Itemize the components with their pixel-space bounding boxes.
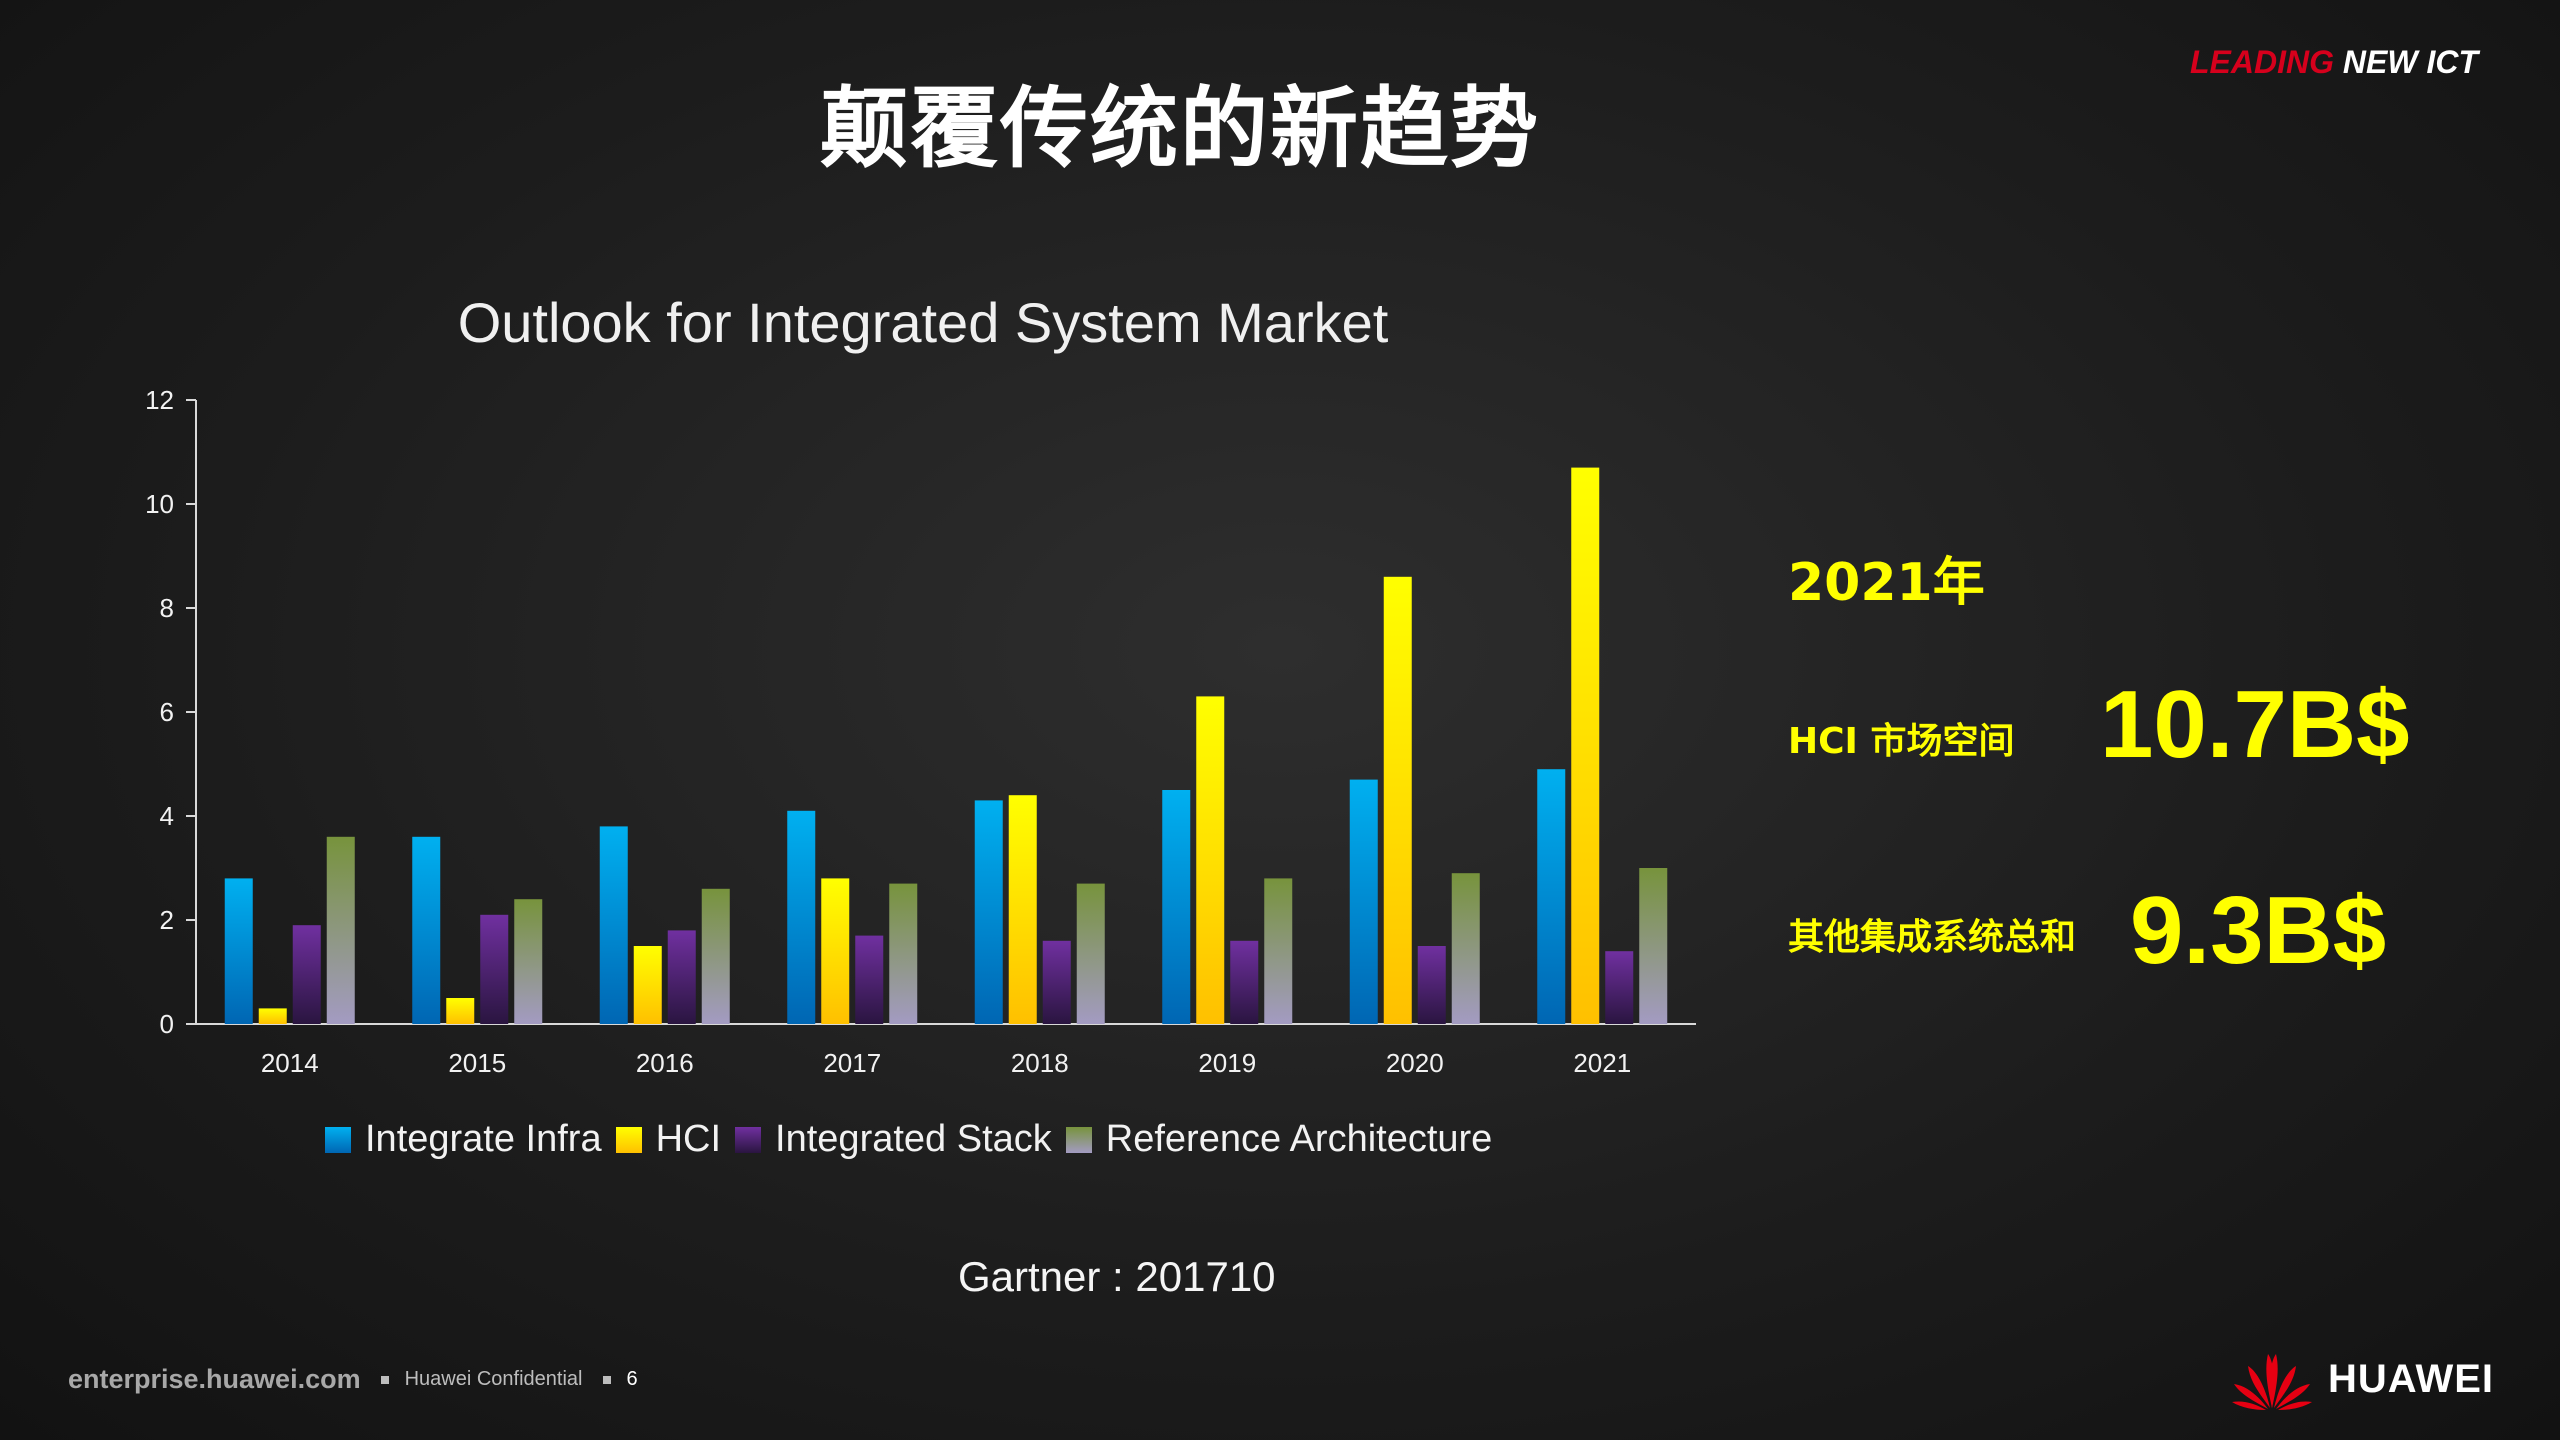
bar-reference-architecture-2016 bbox=[701, 888, 730, 1024]
legend-swatch bbox=[325, 1126, 351, 1153]
x-tick-label: 2020 bbox=[1386, 1048, 1444, 1078]
bar-reference-architecture-2017 bbox=[889, 883, 918, 1024]
tagline-new-ict: NEW ICT bbox=[2334, 44, 2478, 80]
legend-swatch bbox=[1065, 1126, 1092, 1153]
bar-integrated-stack-2016 bbox=[667, 930, 696, 1024]
hci-market-value: 10.7B$ bbox=[2100, 671, 2410, 778]
bar-hci-2015 bbox=[446, 998, 475, 1024]
legend-item-integrated-stack: Integrated Stack bbox=[735, 1118, 1052, 1161]
bar-integrate-infra-2020 bbox=[1349, 779, 1378, 1024]
huawei-petal-logo-icon bbox=[2232, 1354, 2312, 1410]
bar-integrated-stack-2014 bbox=[292, 925, 321, 1024]
bar-reference-architecture-2019 bbox=[1264, 878, 1293, 1024]
brand-name: HUAWEI bbox=[2328, 1356, 2494, 1401]
footer-domain: enterprise.huawei.com bbox=[68, 1364, 361, 1394]
other-systems-value: 9.3B$ bbox=[2130, 877, 2387, 984]
y-tick-label: 6 bbox=[160, 697, 174, 727]
bar-integrate-infra-2018 bbox=[974, 800, 1003, 1024]
y-tick-label: 4 bbox=[160, 801, 174, 831]
footer: enterprise.huawei.com Huawei Confidentia… bbox=[68, 1364, 638, 1395]
y-tick-label: 12 bbox=[145, 385, 174, 415]
y-tick-label: 2 bbox=[160, 905, 174, 935]
x-tick-label: 2015 bbox=[448, 1048, 506, 1078]
bar-reference-architecture-2015 bbox=[514, 899, 543, 1024]
bar-integrated-stack-2018 bbox=[1042, 940, 1071, 1024]
other-systems-label: 其他集成系统总和 bbox=[1788, 917, 2077, 958]
legend-swatch bbox=[615, 1126, 642, 1153]
chart-labels: 0 2 4 6 8 10 12 2014 2015 2016 2017 2018 2019 2020 202… bbox=[145, 385, 1631, 1078]
chart-legend: Integrate Infra HCI Integrated Stack Ref… bbox=[325, 1118, 1506, 1161]
bar-integrate-infra-2019 bbox=[1162, 790, 1191, 1024]
x-tick-label: 2016 bbox=[636, 1048, 694, 1078]
legend-label: Integrated Stack bbox=[775, 1118, 1052, 1160]
bar-hci-2016 bbox=[633, 946, 662, 1024]
tagline: LEADING NEW ICT bbox=[2190, 44, 2478, 81]
bar-integrate-infra-2021 bbox=[1537, 769, 1566, 1024]
bar-integrate-infra-2014 bbox=[224, 878, 253, 1024]
bar-integrate-infra-2017 bbox=[787, 810, 816, 1024]
bar-reference-architecture-2014 bbox=[326, 836, 355, 1024]
bar-hci-2014 bbox=[258, 1008, 287, 1024]
x-tick-label: 2014 bbox=[261, 1048, 319, 1078]
x-tick-label: 2017 bbox=[823, 1048, 881, 1078]
chart-bars bbox=[224, 467, 1668, 1025]
x-tick-label: 2018 bbox=[1011, 1048, 1069, 1078]
footer-separator bbox=[380, 1375, 389, 1384]
footer-confidential: Huawei Confidential bbox=[404, 1368, 583, 1390]
bar-integrated-stack-2020 bbox=[1417, 946, 1446, 1024]
slide-title: 颠覆传统的新趋势 bbox=[819, 77, 1540, 180]
x-tick-label: 2019 bbox=[1198, 1048, 1256, 1078]
bar-integrated-stack-2015 bbox=[480, 914, 509, 1024]
chart-axes bbox=[186, 399, 1696, 1025]
legend-label: Integrate Infra bbox=[365, 1118, 602, 1160]
x-tick-label: 2021 bbox=[1573, 1048, 1631, 1078]
bar-hci-2020 bbox=[1383, 576, 1412, 1024]
source-note: Gartner : 201710 bbox=[958, 1253, 1276, 1300]
bar-reference-architecture-2021 bbox=[1639, 868, 1668, 1024]
bar-hci-2019 bbox=[1196, 696, 1225, 1024]
footer-separator bbox=[602, 1375, 611, 1384]
y-tick-label: 10 bbox=[145, 489, 174, 519]
bar-hci-2021 bbox=[1571, 467, 1600, 1025]
bar-reference-architecture-2018 bbox=[1076, 883, 1105, 1024]
hci-market-label: HCI 市场空间 bbox=[1788, 721, 2015, 762]
legend-item-reference-architecture: Reference Architecture bbox=[1065, 1118, 1493, 1161]
bar-integrate-infra-2015 bbox=[412, 836, 441, 1024]
legend-label: HCI bbox=[655, 1118, 722, 1160]
legend-swatch bbox=[735, 1126, 762, 1153]
bar-integrated-stack-2017 bbox=[855, 935, 884, 1024]
bar-reference-architecture-2020 bbox=[1451, 873, 1480, 1024]
y-tick-label: 0 bbox=[160, 1009, 174, 1039]
chart-title: Outlook for Integrated System Market bbox=[457, 291, 1389, 354]
bar-hci-2018 bbox=[1008, 795, 1037, 1024]
legend-item-integrate-infra: Integrate Infra bbox=[325, 1118, 602, 1161]
bar-integrate-infra-2016 bbox=[599, 826, 628, 1024]
highlight-year: 2021年 bbox=[1788, 553, 1985, 613]
huawei-brand: HUAWEI bbox=[2230, 1348, 2494, 1410]
bar-integrated-stack-2021 bbox=[1605, 951, 1634, 1024]
tagline-leading: LEADING bbox=[2190, 44, 2334, 80]
bar-integrated-stack-2019 bbox=[1230, 940, 1259, 1024]
legend-label: Reference Architecture bbox=[1105, 1118, 1493, 1160]
legend-item-hci: HCI bbox=[615, 1118, 722, 1161]
bar-hci-2017 bbox=[821, 878, 850, 1024]
y-tick-label: 8 bbox=[160, 593, 174, 623]
page-number: 6 bbox=[626, 1368, 638, 1390]
